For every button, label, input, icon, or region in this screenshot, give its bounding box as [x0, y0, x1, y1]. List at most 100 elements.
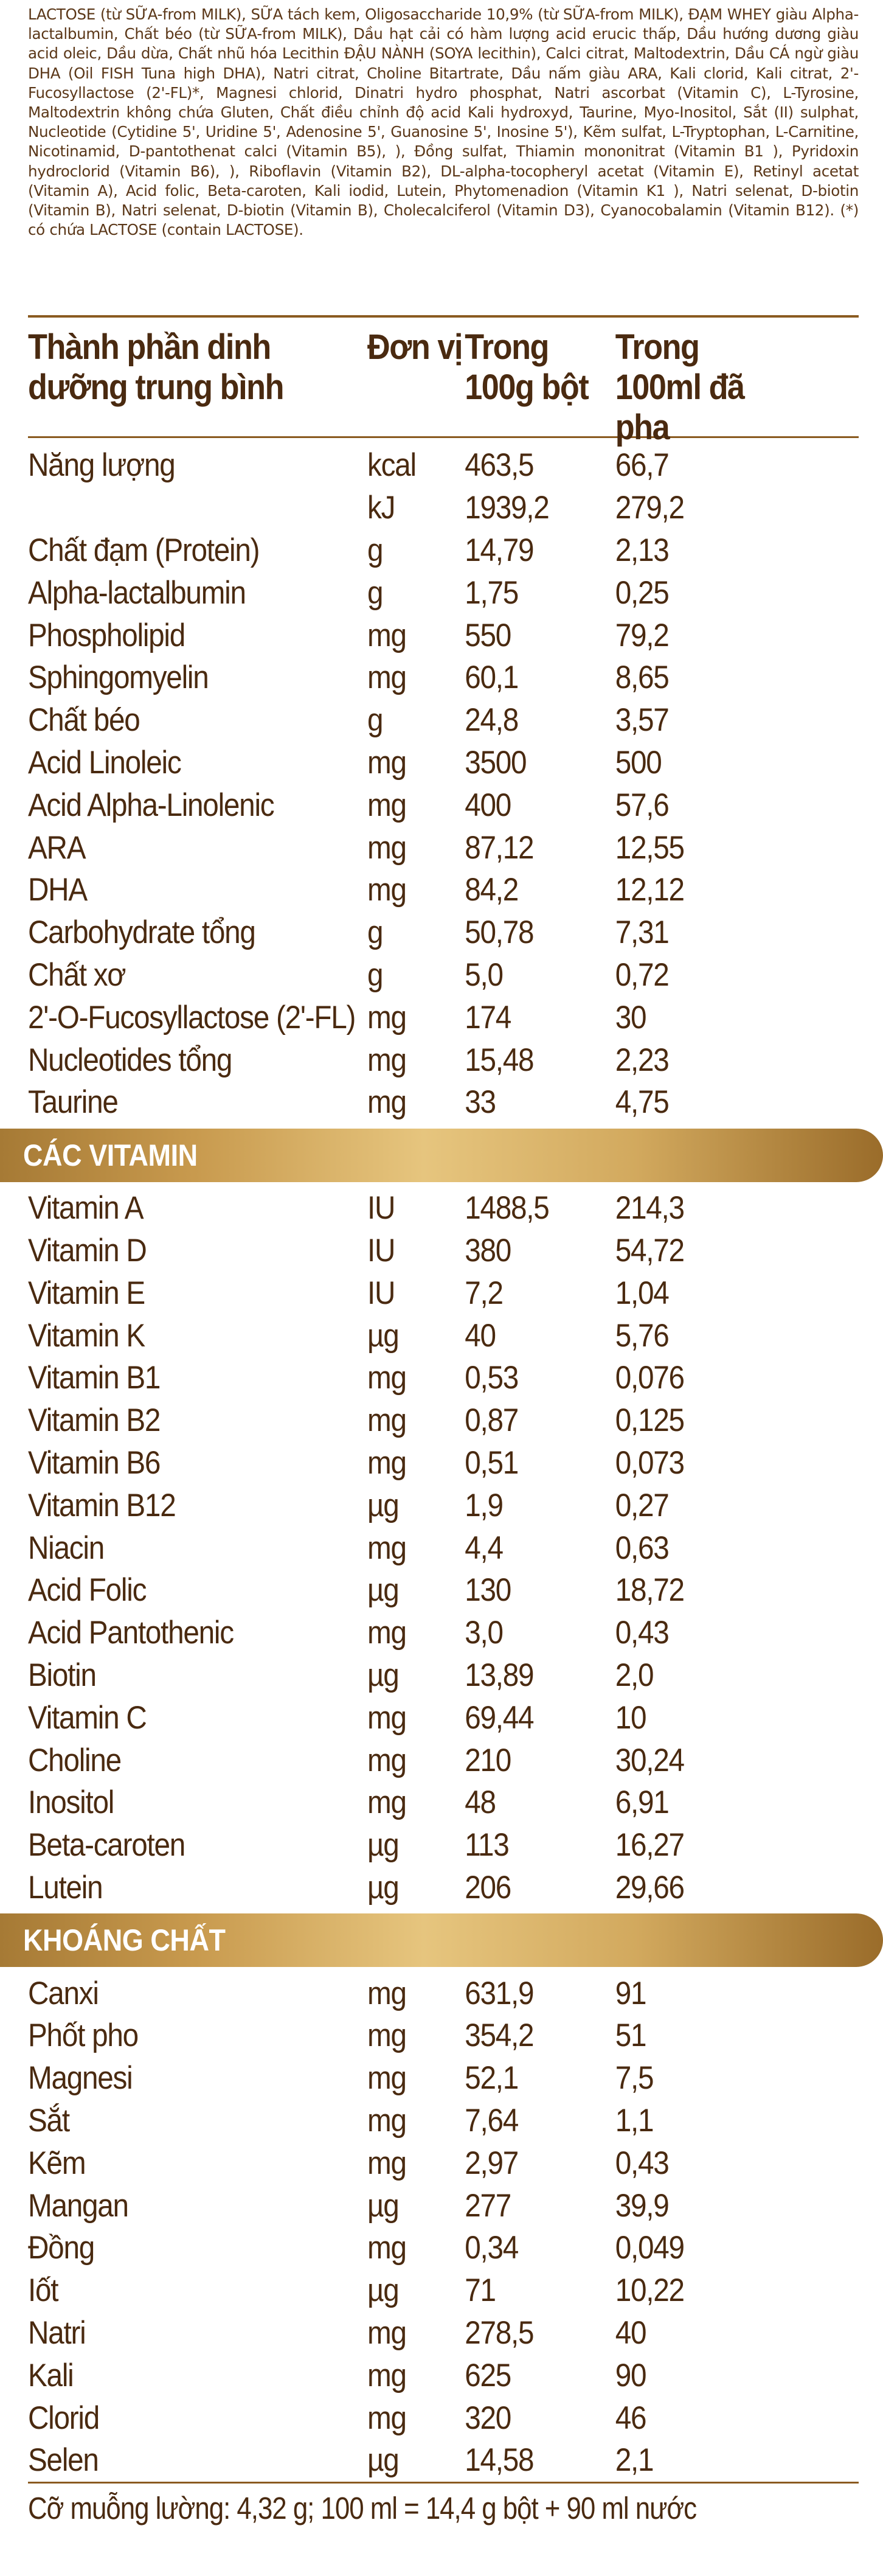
value-per-100g: 463,5	[465, 447, 534, 484]
table-row: Kẽm mg 2,97 0,43	[28, 2142, 775, 2184]
header-unit: Đơn vị	[367, 327, 463, 367]
table-row: Vitamin A IU 1488,5 214,3	[28, 1187, 775, 1230]
value-per-100ml: 29,66	[615, 1869, 685, 1906]
nutrient-unit: µg	[367, 1869, 400, 1906]
value-per-100ml: 8,65	[615, 660, 670, 696]
table-row: Mangan µg 277 39,9	[28, 2184, 775, 2227]
nutrient-unit: mg	[367, 1975, 407, 2011]
value-per-100ml: 57,6	[615, 787, 670, 823]
table-row: Clorid mg 320 46	[28, 2397, 775, 2439]
value-per-100ml: 2,1	[615, 2442, 654, 2479]
nutrient-unit: mg	[367, 744, 407, 781]
nutrient-unit: µg	[367, 2187, 400, 2224]
value-per-100ml: 0,076	[615, 1360, 685, 1396]
value-per-100g: 1,9	[465, 1487, 504, 1523]
vitamins-section-band: CÁC VITAMIN	[0, 1128, 883, 1182]
nutrient-name: Acid Pantothenic	[28, 1615, 234, 1651]
table-row: Choline mg 210 30,24	[28, 1739, 775, 1781]
table-row: Phospholipid mg 550 79,2	[28, 614, 775, 656]
value-per-100ml: 279,2	[615, 490, 685, 526]
nutrient-name: 2'-O-Fucosyllactose (2'-FL)	[28, 999, 356, 1036]
nutrient-name: Biotin	[28, 1657, 97, 1693]
value-per-100ml: 0,125	[615, 1402, 685, 1439]
nutrient-name: Phospholipid	[28, 617, 185, 653]
nutrient-name: Đồng	[28, 2230, 95, 2266]
table-row: 2'-O-Fucosyllactose (2'-FL) mg 174 30	[28, 996, 775, 1039]
table-row: Iốt µg 71 10,22	[28, 2269, 775, 2312]
nutrient-unit: mg	[367, 1360, 407, 1396]
value-per-100g: 40	[465, 1317, 496, 1354]
table-row: Vitamin B1 mg 0,53 0,076	[28, 1357, 775, 1399]
header-top-divider	[28, 315, 859, 318]
nutrient-name: Lutein	[28, 1869, 103, 1906]
value-per-100ml: 500	[615, 744, 662, 781]
value-per-100ml: 91	[615, 1975, 647, 2011]
nutrient-unit: mg	[367, 829, 407, 866]
value-per-100ml: 1,1	[615, 2103, 654, 2139]
nutrient-unit: mg	[367, 872, 407, 908]
nutrient-unit: mg	[367, 2103, 407, 2139]
value-per-100ml: 7,5	[615, 2060, 654, 2097]
value-per-100g: 3500	[465, 744, 527, 781]
value-per-100ml: 0,63	[615, 1530, 670, 1566]
table-row: Vitamin K µg 40 5,76	[28, 1314, 775, 1357]
value-per-100ml: 18,72	[615, 1572, 685, 1609]
table-row: Niacin mg 4,4 0,63	[28, 1526, 775, 1569]
nutrient-name: Alpha-lactalbumin	[28, 574, 246, 611]
nutrients-section: Năng lượng kcal 463,5 66,7 kJ 1939,2 279…	[28, 438, 859, 1124]
value-per-100g: 60,1	[465, 660, 519, 696]
value-per-100ml: 30,24	[615, 1742, 685, 1778]
nutrient-unit: g	[367, 956, 384, 993]
header-per-100ml: Trong 100ml đã pha	[615, 327, 745, 447]
value-per-100g: 631,9	[465, 1975, 534, 2011]
nutrient-name: Vitamin A	[28, 1190, 144, 1227]
value-per-100g: 24,8	[465, 702, 519, 739]
nutrient-name: Vitamin B6	[28, 1444, 161, 1481]
nutrient-unit: µg	[367, 1827, 400, 1864]
nutrient-unit: mg	[367, 2145, 407, 2181]
value-per-100g: 71	[465, 2272, 496, 2309]
nutrient-name: Acid Alpha-Linolenic	[28, 787, 275, 823]
minerals-title: KHOÁNG CHẤT	[23, 1923, 226, 1958]
table-row: ARA mg 87,12 12,55	[28, 826, 775, 869]
value-per-100ml: 66,7	[615, 447, 670, 484]
value-per-100ml: 12,55	[615, 829, 685, 866]
nutrient-unit: IU	[367, 1232, 395, 1269]
nutrient-name: Iốt	[28, 2272, 59, 2309]
nutrient-unit: mg	[367, 1042, 407, 1078]
nutrient-name: Acid Linoleic	[28, 744, 182, 781]
vitamins-list: Vitamin A IU 1488,5 214,3 Vitamin D IU 3…	[28, 1187, 859, 1909]
nutrient-name: Beta-caroten	[28, 1827, 185, 1864]
nutrient-unit: mg	[367, 999, 407, 1036]
nutrient-unit: mg	[367, 660, 407, 696]
nutrient-unit: mg	[367, 1742, 407, 1778]
table-row: Vitamin B12 µg 1,9 0,27	[28, 1484, 775, 1526]
nutrient-name: Sphingomyelin	[28, 660, 209, 696]
nutrient-unit: mg	[367, 1530, 407, 1566]
table-row: Đồng mg 0,34 0,049	[28, 2227, 775, 2269]
value-per-100g: 7,2	[465, 1275, 504, 1311]
value-per-100g: 0,87	[465, 1402, 519, 1439]
table-row: Inositol mg 48 6,91	[28, 1781, 775, 1824]
value-per-100g: 1488,5	[465, 1190, 550, 1227]
nutrient-unit: mg	[367, 2060, 407, 2097]
nutrient-name: Phốt pho	[28, 2017, 139, 2054]
nutrient-name: Vitamin B12	[28, 1487, 176, 1523]
value-per-100ml: 0,049	[615, 2230, 685, 2266]
nutrient-name: Nucleotides tổng	[28, 1042, 232, 1078]
value-per-100ml: 46	[615, 2400, 647, 2436]
value-per-100g: 13,89	[465, 1657, 534, 1693]
table-row: Magnesi mg 52,1 7,5	[28, 2057, 775, 2100]
table-row: Chất đạm (Protein) g 14,79 2,13	[28, 529, 775, 572]
table-row: Carbohydrate tổng g 50,78 7,31	[28, 911, 775, 954]
table-row: DHA mg 84,2 12,12	[28, 869, 775, 911]
value-per-100g: 15,48	[465, 1042, 534, 1078]
value-per-100ml: 0,25	[615, 574, 670, 611]
value-per-100g: 1939,2	[465, 490, 550, 526]
nutrient-name: Vitamin E	[28, 1275, 145, 1311]
nutrient-name: Chất béo	[28, 702, 140, 739]
table-row: Kali mg 625 90	[28, 2354, 775, 2397]
nutrient-unit: mg	[367, 1402, 407, 1439]
value-per-100ml: 2,0	[615, 1657, 654, 1693]
